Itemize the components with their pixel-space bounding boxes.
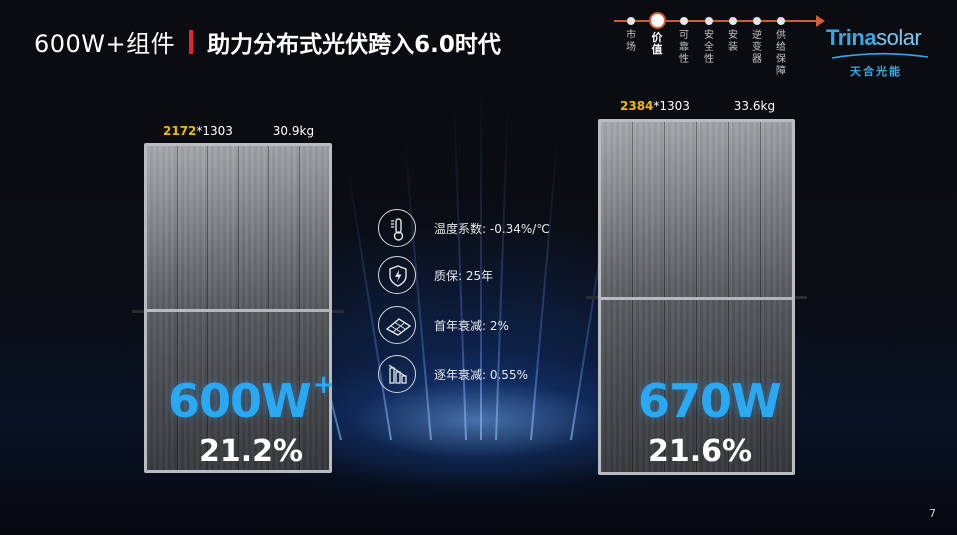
page-title: 600W+组件 xyxy=(34,30,176,58)
timeline-dot-icon xyxy=(627,17,635,25)
timeline-item-6[interactable]: 逆变器 xyxy=(747,12,767,66)
timeline-item-1[interactable]: 市场 xyxy=(621,12,641,54)
feature-warranty: 质保: 25年 xyxy=(378,255,578,295)
panel-left-width: *1303 xyxy=(196,124,233,138)
timeline-dot-icon xyxy=(753,17,761,25)
timeline-dot-icon xyxy=(650,14,664,27)
section-timeline: 市场 价值 可靠性 安全性 安装 逆变器 供给保障 xyxy=(614,12,826,87)
panel-right-weight: 33.6kg xyxy=(733,99,776,113)
timeline-line xyxy=(614,20,818,22)
feature-annual-text: 逐年衰减: 0.55% xyxy=(434,367,528,382)
panel-right-efficiency: 21.6% xyxy=(648,434,753,469)
timeline-item-4[interactable]: 安全性 xyxy=(699,12,719,66)
panel-right-bracket xyxy=(586,296,598,299)
thermometer-icon xyxy=(378,209,416,247)
timeline-label: 供给保障 xyxy=(776,30,786,77)
feature-temperature-text: 温度系数: -0.34%/℃ xyxy=(434,221,550,236)
feature-first-year-text: 首年衰减: 2% xyxy=(434,318,509,333)
timeline-label: 市场 xyxy=(626,30,636,53)
timeline-label: 逆变器 xyxy=(752,30,762,65)
panel-left-power: 600W+ xyxy=(168,370,335,428)
panel-left-power-value: 600W xyxy=(168,374,312,428)
feature-first-year-degradation: 首年衰减: 2% xyxy=(378,305,578,345)
timeline-item-2[interactable]: 价值 xyxy=(647,12,667,56)
timeline-item-3[interactable]: 可靠性 xyxy=(674,12,694,66)
slide-header: 600W+组件 助力分布式光伏跨入6.0时代 xyxy=(34,24,501,59)
timeline-dot-icon xyxy=(777,17,785,25)
panel-right-bracket-right xyxy=(795,296,807,299)
decline-chart-icon xyxy=(378,355,416,393)
timeline-label: 价值 xyxy=(651,31,663,56)
panel-left-dimensions: 2172*1303 30.9kg xyxy=(163,124,314,138)
title-divider xyxy=(189,29,194,54)
panel-left-bracket-right xyxy=(332,310,344,313)
light-rays xyxy=(280,80,680,441)
timeline-dot-icon xyxy=(680,17,688,25)
panel-left-efficiency: 21.2% xyxy=(199,434,304,469)
timeline-dot-icon xyxy=(705,17,713,25)
panel-right-power: 670W xyxy=(638,374,782,428)
logo-word-bold: Trina xyxy=(826,25,877,50)
panel-right-dimensions: 2384*1303 33.6kg xyxy=(620,99,775,113)
shield-bolt-icon xyxy=(378,256,416,294)
timeline-item-5[interactable]: 安装 xyxy=(723,12,743,54)
panel-left-length: 2172 xyxy=(163,124,197,138)
solar-panel-icon xyxy=(378,306,416,344)
panel-left-weight: 30.9kg xyxy=(272,124,315,138)
timeline-item-7[interactable]: 供给保障 xyxy=(771,12,791,78)
page-number: 7 xyxy=(929,507,936,520)
timeline-label: 安装 xyxy=(728,30,738,53)
logo-swoosh-icon xyxy=(831,52,929,59)
feature-annual-degradation: 逐年衰减: 0.55% xyxy=(378,354,578,394)
timeline-dot-icon xyxy=(729,17,737,25)
solar-panel-600w xyxy=(144,143,332,473)
trinasolar-logo: Trinasolar 天合光能 xyxy=(826,26,930,82)
panel-right-width: *1303 xyxy=(653,99,690,113)
logo-word-light: solar xyxy=(876,25,922,50)
logo-chinese: 天合光能 xyxy=(850,65,902,78)
timeline-label: 安全性 xyxy=(704,30,714,65)
solar-panel-670w xyxy=(598,119,795,475)
panel-left-power-plus: + xyxy=(312,370,335,400)
panel-left-bracket xyxy=(132,310,144,313)
panel-right-power-value: 670W xyxy=(638,374,782,428)
timeline-arrow-icon xyxy=(816,15,825,27)
timeline-label: 可靠性 xyxy=(679,30,689,65)
feature-warranty-text: 质保: 25年 xyxy=(434,268,494,283)
page-subtitle: 助力分布式光伏跨入6.0时代 xyxy=(207,31,501,58)
feature-temperature: 温度系数: -0.34%/℃ xyxy=(378,208,578,248)
panel-right-length: 2384 xyxy=(620,99,654,113)
